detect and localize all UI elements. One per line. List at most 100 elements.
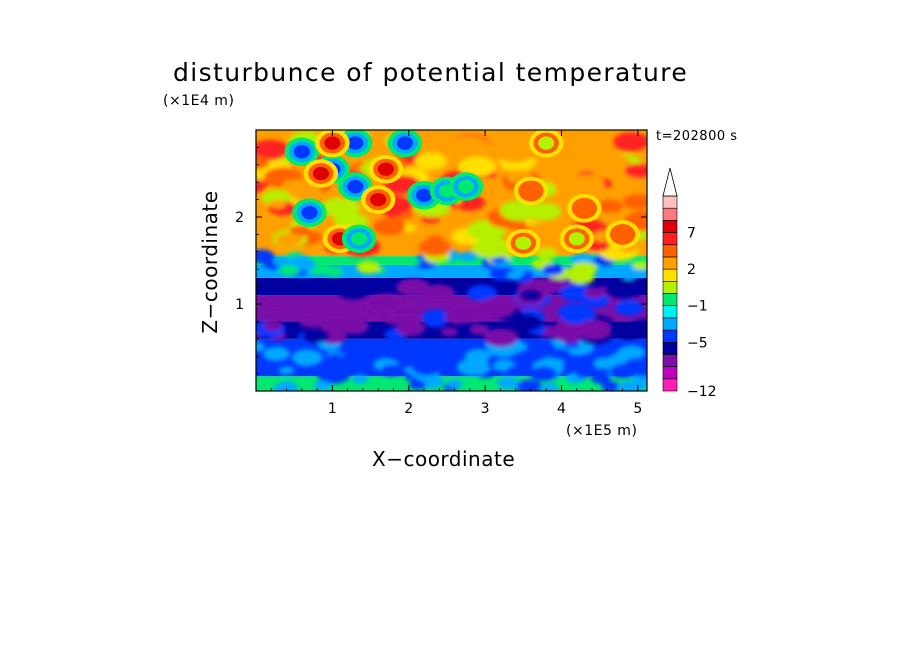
chart-title: disturbunce of potential temperature (173, 58, 689, 87)
noise-blob (597, 199, 623, 213)
noise-blob (303, 328, 330, 343)
noise-blob (444, 309, 472, 325)
noise-blob (631, 362, 647, 377)
colorbar-swatch (662, 281, 678, 294)
noise-blob (536, 247, 558, 259)
noise-blob (263, 346, 290, 361)
colorbar-swatch (662, 256, 678, 270)
noise-blob (326, 353, 344, 363)
y-ticks: 12 (235, 146, 647, 375)
wave-feature (347, 136, 364, 150)
noise-blob (499, 200, 539, 221)
wave-feature (522, 184, 539, 198)
noise-blob (321, 197, 361, 218)
noise-blob (542, 264, 564, 276)
noise-blob (540, 383, 559, 391)
wave-features (284, 130, 640, 258)
wave-feature (377, 162, 394, 176)
noise-blob (280, 380, 295, 388)
noise-blob (256, 216, 278, 232)
colorbar-swatch (662, 305, 678, 319)
x-tick-label: 2 (404, 401, 413, 417)
noise-blob (592, 366, 610, 376)
x-tick-label: 1 (328, 401, 337, 417)
x-tick-label: 3 (481, 401, 490, 417)
noise-blob (466, 284, 497, 301)
noise-blob (281, 179, 308, 194)
noise-blob (613, 132, 647, 152)
noise-blob (418, 238, 452, 257)
colorbar-swatch (662, 293, 678, 306)
noise-blob (262, 320, 283, 331)
colorbar-tick-label: −1 (687, 299, 708, 315)
noise-blob (564, 174, 605, 197)
wave-feature (370, 192, 387, 207)
noise-blob (495, 141, 535, 163)
noise-blob (458, 156, 497, 177)
colorbar-extend-arrow (662, 167, 678, 197)
y-tick-label: 2 (235, 210, 244, 226)
noise-blob (561, 324, 579, 334)
noise-blob (317, 366, 351, 384)
noise-blob (624, 163, 647, 179)
noise-blob (296, 260, 317, 271)
noise-blob (380, 364, 404, 377)
noise-blob (336, 281, 371, 300)
wave-feature (324, 136, 341, 150)
wave-feature (576, 201, 593, 215)
noise-blob (396, 278, 431, 297)
colorbar-swatch (662, 317, 678, 331)
noise-blob (619, 345, 646, 360)
wave-feature (396, 136, 413, 150)
noise-blob (289, 225, 312, 237)
colorbar-tick-label: 2 (687, 262, 696, 278)
noise-blob (507, 271, 522, 280)
noise-blob (598, 153, 631, 172)
noise-blob (601, 381, 622, 391)
wave-feature (515, 236, 532, 250)
colorbar-swatch (662, 354, 678, 367)
wave-feature (538, 136, 555, 150)
x-axis-unit: (×1E5 m) (566, 423, 638, 439)
noise-blob (256, 341, 266, 352)
noise-blob (414, 152, 447, 170)
colorbar-swatch (662, 207, 678, 221)
x-tick-label: 4 (557, 401, 566, 417)
noise-blob (450, 136, 491, 158)
colorbar-swatch (662, 220, 678, 233)
noise-blob (515, 379, 543, 391)
y-tick-label: 1 (235, 297, 244, 313)
noise-blob (623, 194, 647, 210)
noise-blob (427, 235, 444, 244)
noise-blob (351, 374, 369, 384)
noise-blob (421, 309, 450, 325)
noise-blob (256, 249, 275, 264)
noise-blobs (256, 130, 647, 391)
noise-blob (621, 272, 637, 280)
colorbar-tick-label: −12 (687, 384, 717, 400)
colorbar-swatch (662, 341, 678, 355)
noise-blob (446, 379, 464, 389)
colorbar-swatch (662, 366, 678, 380)
noise-blob (568, 270, 595, 285)
noise-blob (604, 279, 643, 300)
wave-feature (293, 145, 310, 159)
noise-blob (457, 358, 490, 376)
noise-blob (272, 256, 292, 267)
noise-blob (256, 155, 270, 170)
noise-blob (616, 380, 645, 391)
noise-blob (269, 199, 287, 209)
noise-blob (584, 287, 605, 299)
noise-blob (558, 303, 593, 322)
noise-blob (278, 264, 300, 276)
noise-blob (368, 293, 405, 313)
noise-blob (256, 183, 265, 193)
noise-blob (263, 298, 284, 310)
contour-field (256, 130, 647, 391)
colorbar-swatch (662, 244, 678, 258)
noise-blob (593, 358, 613, 369)
colorbar-swatch (662, 329, 678, 343)
colorbar-tick-label: −5 (687, 335, 708, 351)
noise-blob (614, 300, 644, 316)
